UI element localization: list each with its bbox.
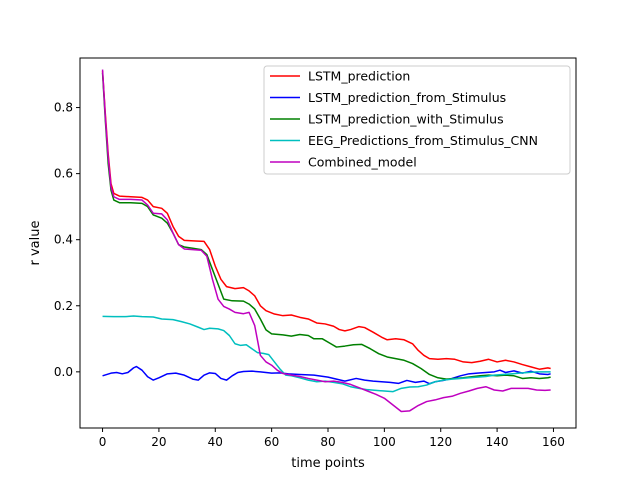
x-tick-label: 120 xyxy=(429,435,452,449)
series-line-4 xyxy=(101,69,551,413)
legend-label: LSTM_prediction xyxy=(308,69,410,84)
y-tick-label: 0.4 xyxy=(54,233,73,247)
series-line-3 xyxy=(102,315,551,393)
y-axis-label: r value xyxy=(28,221,43,266)
legend-label: LSTM_prediction_from_Stimulus xyxy=(308,90,506,105)
y-axis-ticks: 0.0 0.2 0.4 0.6 0.8 xyxy=(54,101,80,379)
series-layer xyxy=(101,69,551,413)
series-line-0 xyxy=(101,71,551,370)
x-tick-label: 20 xyxy=(151,435,166,449)
y-tick-label: 0.2 xyxy=(54,299,73,313)
legend-items: LSTM_prediction LSTM_prediction_from_Stim… xyxy=(270,69,538,170)
x-axis-label: time points xyxy=(291,456,365,471)
legend-label: LSTM_prediction_with_Stimulus xyxy=(308,112,504,127)
x-tick-label: 0 xyxy=(99,435,107,449)
x-tick-label: 40 xyxy=(208,435,223,449)
legend: LSTM_prediction LSTM_prediction_from_Stim… xyxy=(263,65,571,175)
legend-label: Combined_model xyxy=(308,155,417,170)
legend-label: EEG_Predictions_from_Stimulus_CNN xyxy=(308,133,538,148)
x-tick-label: 140 xyxy=(486,435,509,449)
y-tick-label: 0.8 xyxy=(54,101,73,115)
x-tick-label: 60 xyxy=(264,435,279,449)
y-tick-label: 0.6 xyxy=(54,167,73,181)
y-tick-label: 0.0 xyxy=(54,365,73,379)
x-axis-ticks: 0 20 40 60 80 100 120 140 160 xyxy=(99,428,565,449)
x-tick-label: 100 xyxy=(373,435,396,449)
series-line-1 xyxy=(102,365,551,385)
x-tick-label: 80 xyxy=(320,435,335,449)
x-tick-label: 160 xyxy=(542,435,565,449)
legend-box xyxy=(263,65,571,175)
